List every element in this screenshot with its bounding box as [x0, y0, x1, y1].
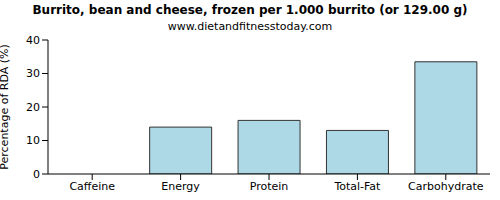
- svg-text:Percentage of RDA (%): Percentage of RDA (%): [8, 44, 11, 169]
- svg-text:0: 0: [33, 168, 40, 181]
- svg-text:Carbohydrate: Carbohydrate: [408, 180, 484, 193]
- html-text:Burrito, bean and cheese, froz: Burrito, bean and cheese, frozen per 1.0…: [32, 3, 468, 17]
- svg-text:Energy: Energy: [161, 180, 200, 193]
- svg-text:Caffeine: Caffeine: [69, 180, 115, 193]
- svg-text:30: 30: [26, 67, 40, 80]
- svg-text:Total-Fat: Total-Fat: [333, 180, 381, 193]
- svg-text:10: 10: [26, 134, 40, 147]
- svg-text:40: 40: [26, 34, 40, 47]
- html-text:www.dietandfitnesstoday.com: www.dietandfitnesstoday.com: [167, 20, 333, 33]
- svg-text:Protein: Protein: [250, 180, 289, 193]
- svg-text:20: 20: [26, 101, 40, 114]
